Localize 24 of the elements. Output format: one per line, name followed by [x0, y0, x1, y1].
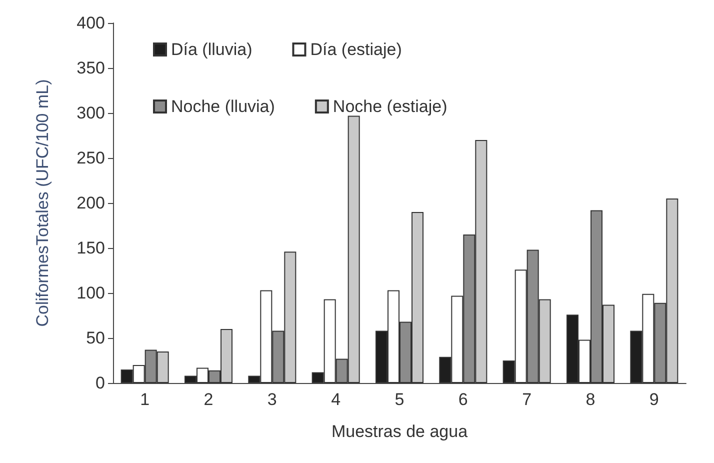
x-tick-label: 4 [331, 390, 341, 409]
x-tick-label: 3 [267, 390, 277, 409]
y-tick-label: 50 [86, 328, 105, 348]
y-tick-label: 300 [76, 104, 105, 122]
y-tick-label: 350 [76, 58, 105, 78]
x-axis-title: Muestras de agua [331, 422, 468, 441]
legend-label: Noche (estiaje) [332, 97, 448, 116]
y-tick-label: 200 [76, 194, 105, 212]
y-tick-label: 250 [76, 148, 105, 168]
y-tick-label: 100 [76, 284, 105, 302]
x-tick-label: 2 [204, 390, 214, 409]
y-tick-label: 0 [96, 374, 105, 392]
legend-label: Noche (lluvia) [171, 97, 275, 116]
y-axis-title: ColiformesTotales (UFC/100 mL) [33, 79, 52, 327]
x-tick-label: 9 [649, 390, 659, 409]
x-tick-label: 6 [458, 390, 468, 409]
legend-label: Día (lluvia) [171, 40, 252, 59]
y-tick-label: 400 [76, 14, 105, 32]
legend-label: Día (estiaje) [310, 40, 402, 59]
x-tick-label: 8 [586, 390, 596, 409]
y-tick-label: 150 [76, 238, 105, 258]
x-tick-label: 7 [522, 390, 532, 409]
x-tick-label: 1 [140, 390, 150, 409]
x-tick-label: 5 [394, 390, 404, 409]
